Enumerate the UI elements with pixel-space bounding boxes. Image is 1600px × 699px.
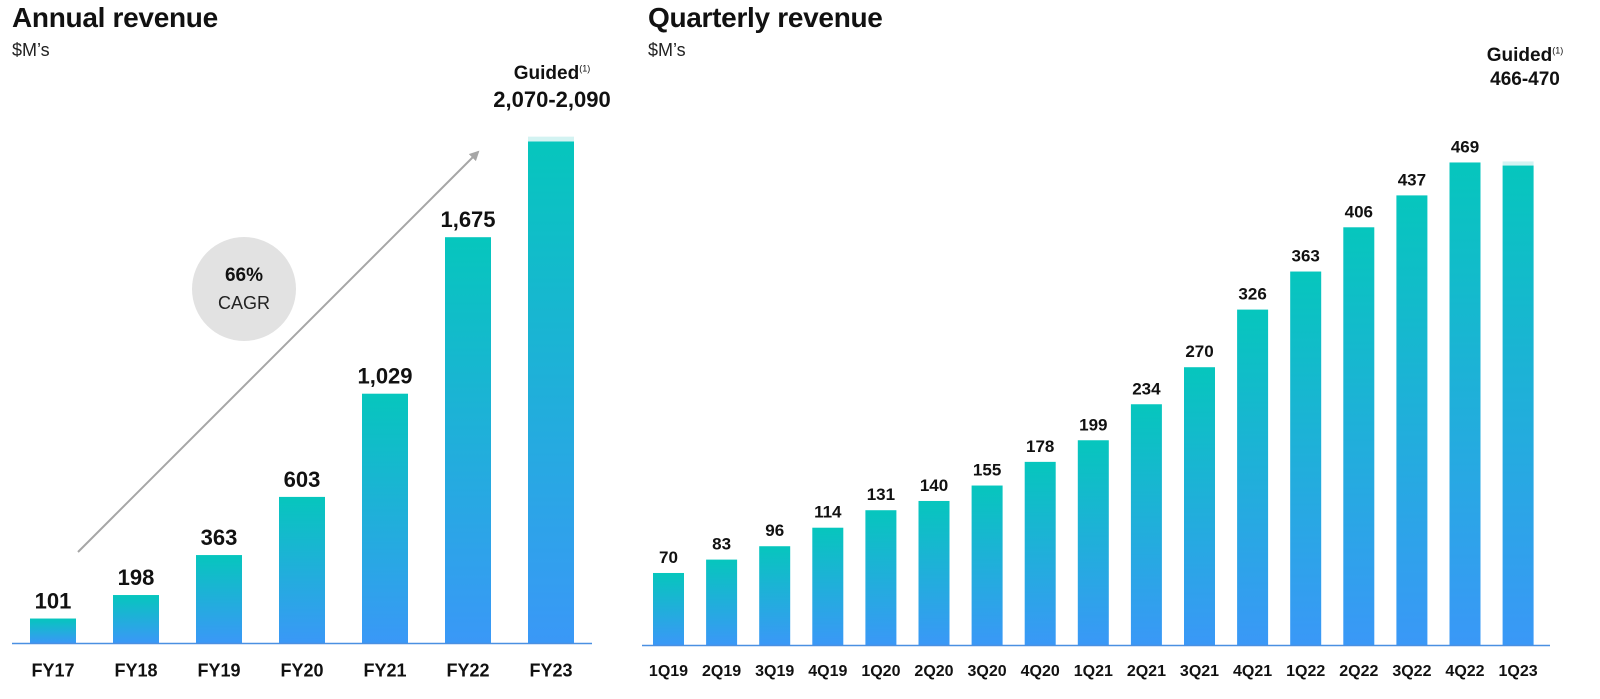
annual-bar-fy18 — [113, 595, 159, 643]
cagr-badge: 66% CAGR — [192, 237, 296, 341]
quarterly-bar-3q21 — [1184, 367, 1215, 645]
annual-tick-label-fy21: FY21 — [363, 660, 406, 680]
quarterly-bar-1q20 — [865, 510, 897, 645]
quarterly-tick-label-3q22: 3Q22 — [1392, 663, 1431, 680]
quarterly-guided-footnote: (1) — [1552, 45, 1564, 56]
annual-tick-label-fy20: FY20 — [280, 660, 323, 680]
quarterly-value-label-3q21: 270 — [1185, 342, 1213, 361]
quarterly-bar-3q22 — [1396, 195, 1428, 645]
quarterly-revenue-panel: Quarterly revenue $M’s 70 1Q19 83 2Q19 96 3Q1… — [640, 0, 1600, 699]
quarterly-bar-4q22 — [1449, 162, 1481, 645]
annual-guided-range-band-fy23 — [528, 136, 574, 142]
annual-guided-annotation: Guided(1) 2,070-2,090 — [482, 63, 622, 113]
quarterly-tick-label-1q23: 1Q23 — [1499, 663, 1538, 680]
quarterly-guided-range-band-1q23 — [1502, 161, 1534, 166]
annual-tick-label-fy18: FY18 — [114, 660, 157, 680]
quarterly-bar-2q19 — [706, 559, 738, 645]
quarterly-bar-1q22 — [1290, 271, 1322, 645]
annual-value-label-fy22: 1,675 — [440, 207, 495, 232]
quarterly-value-label-3q19: 96 — [765, 521, 784, 540]
quarterly-value-label-2q22: 406 — [1345, 202, 1373, 221]
quarterly-value-label-2q19: 83 — [712, 535, 731, 554]
quarterly-chart-subtitle: $M’s — [648, 40, 686, 60]
quarterly-tick-label-1q22: 1Q22 — [1286, 663, 1325, 680]
quarterly-guided-annotation: Guided(1) 466-470 — [1470, 45, 1580, 91]
quarterly-value-label-1q22: 363 — [1292, 247, 1320, 266]
annual-value-label-fy19: 363 — [201, 525, 238, 550]
quarterly-tick-label-2q20: 2Q20 — [914, 663, 953, 680]
annual-chart-subtitle: $M’s — [12, 40, 50, 60]
annual-chart-title: Annual revenue — [12, 2, 218, 33]
annual-bar-fy19 — [196, 555, 242, 643]
annual-bar-fy17 — [30, 618, 76, 643]
quarterly-value-label-2q21: 234 — [1132, 379, 1161, 398]
quarterly-tick-label-2q21: 2Q21 — [1127, 663, 1166, 680]
annual-tick-label-fy23: FY23 — [529, 660, 572, 680]
quarterly-bar-3q19 — [759, 546, 791, 645]
annual-guided-label: Guided — [513, 63, 580, 84]
annual-bar-fy21 — [362, 393, 408, 643]
quarterly-guided-label: Guided — [1486, 45, 1553, 66]
annual-tick-label-fy22: FY22 — [446, 660, 489, 680]
quarterly-tick-label-1q21: 1Q21 — [1074, 663, 1113, 680]
annual-revenue-panel: Annual revenue $M’s 101 FY17 198 FY18 363 FY1… — [0, 0, 620, 699]
annual-value-label-fy17: 101 — [35, 589, 72, 614]
quarterly-value-label-4q22: 469 — [1451, 137, 1479, 156]
quarterly-tick-label-2q22: 2Q22 — [1339, 663, 1378, 680]
quarterly-bar-1q23 — [1502, 165, 1534, 646]
cagr-label: CAGR — [217, 293, 270, 313]
annual-guided-footnote: (1) — [579, 63, 591, 74]
quarterly-bar-2q21 — [1130, 404, 1162, 645]
quarterly-tick-label-3q19: 3Q19 — [755, 663, 794, 680]
cagr-trend-arrow — [77, 150, 480, 553]
quarterly-value-label-4q19: 114 — [814, 503, 842, 522]
quarterly-revenue-chart: 70 1Q19 83 2Q19 96 3Q19 114 4Q19 131 1Q20 140 2Q20 1… — [642, 137, 1550, 680]
annual-bar-fy22 — [445, 237, 491, 643]
quarterly-value-label-2q20: 140 — [920, 476, 948, 495]
quarterly-bar-1q19 — [653, 572, 684, 645]
quarterly-bar-4q21 — [1237, 309, 1269, 645]
quarterly-bar-3q20 — [971, 485, 1003, 645]
quarterly-tick-label-3q20: 3Q20 — [968, 663, 1007, 680]
annual-tick-label-fy17: FY17 — [31, 660, 74, 680]
annual-revenue-chart: 101 FY17 198 FY18 363 FY19 603 FY20 1,029 FY21 1,6… — [12, 136, 592, 680]
quarterly-tick-label-1q19: 1Q19 — [649, 663, 688, 680]
quarterly-bar-2q20 — [918, 500, 950, 645]
quarterly-value-label-1q20: 131 — [867, 485, 895, 504]
quarterly-tick-label-3q21: 3Q21 — [1180, 663, 1219, 680]
quarterly-tick-label-4q19: 4Q19 — [808, 663, 847, 680]
quarterly-guided-range: 466-470 — [1490, 69, 1560, 90]
quarterly-bar-1q21 — [1077, 440, 1109, 645]
quarterly-value-label-1q19: 70 — [659, 548, 678, 567]
quarterly-value-label-3q22: 437 — [1398, 170, 1426, 189]
quarterly-bar-2q22 — [1343, 227, 1375, 646]
annual-bar-fy20 — [279, 496, 325, 643]
annual-value-label-fy20: 603 — [284, 467, 321, 492]
annual-value-label-fy18: 198 — [118, 565, 155, 590]
annual-tick-label-fy19: FY19 — [197, 660, 240, 680]
annual-value-label-fy21: 1,029 — [357, 364, 412, 389]
annual-bar-fy23 — [528, 141, 574, 643]
quarterly-value-label-1q21: 199 — [1079, 415, 1107, 434]
quarterly-tick-label-4q20: 4Q20 — [1021, 663, 1060, 680]
annual-guided-range: 2,070-2,090 — [493, 87, 611, 112]
quarterly-tick-label-2q19: 2Q19 — [702, 663, 741, 680]
quarterly-bar-4q20 — [1024, 461, 1056, 645]
quarterly-chart-title: Quarterly revenue — [648, 2, 883, 33]
cagr-value: 66% — [224, 265, 264, 286]
quarterly-value-label-4q20: 178 — [1026, 437, 1054, 456]
quarterly-value-label-4q21: 326 — [1238, 285, 1266, 304]
quarterly-bar-4q19 — [812, 527, 844, 645]
quarterly-value-label-3q20: 155 — [973, 461, 1001, 480]
quarterly-tick-label-1q20: 1Q20 — [861, 663, 900, 680]
quarterly-tick-label-4q21: 4Q21 — [1233, 663, 1272, 680]
quarterly-tick-label-4q22: 4Q22 — [1445, 663, 1484, 680]
